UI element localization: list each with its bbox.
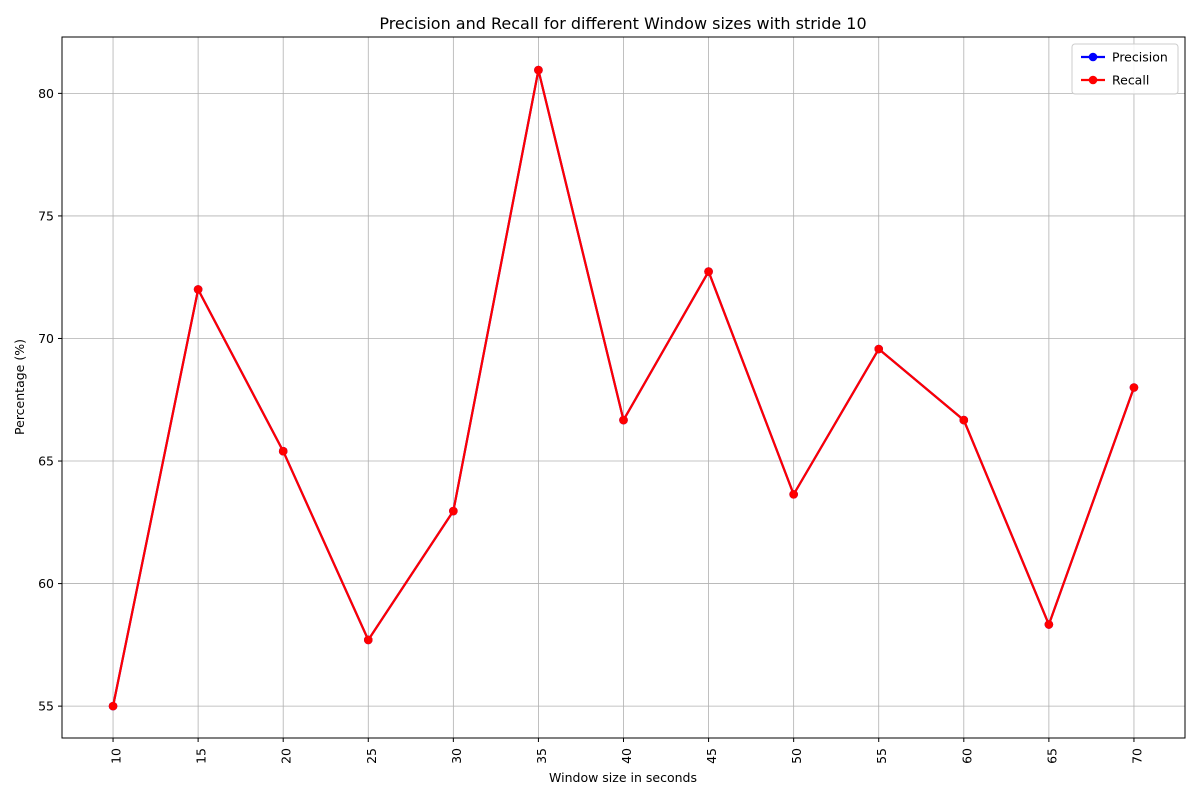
y-tick-label: 70 <box>38 331 54 346</box>
legend-swatch-marker <box>1088 75 1098 85</box>
legend: Precision Recall <box>1071 43 1179 95</box>
x-tick-label: 30 <box>449 748 464 764</box>
grid-lines <box>62 37 1185 738</box>
y-tick-label: 60 <box>38 576 54 591</box>
legend-swatch-marker <box>1088 52 1098 62</box>
data-point-recall <box>704 267 713 276</box>
x-tick-label: 70 <box>1129 748 1144 764</box>
x-tick-label: 10 <box>109 748 124 764</box>
x-tick-label: 40 <box>619 748 634 764</box>
x-tick-label: 35 <box>534 748 549 764</box>
series-layer <box>108 65 1139 711</box>
x-tick-label: 15 <box>194 748 209 764</box>
legend-entry-precision: Precision <box>1112 50 1168 65</box>
x-tick-label: 45 <box>704 748 719 764</box>
series-recall <box>108 65 1139 711</box>
y-tick-label: 65 <box>38 454 54 469</box>
data-point-recall <box>363 635 373 645</box>
x-tick-label: 25 <box>364 748 379 764</box>
data-point-recall <box>1044 620 1054 629</box>
legend-entry-recall: Recall <box>1112 73 1149 88</box>
x-tick-label: 65 <box>1044 748 1059 764</box>
y-tick-label: 75 <box>38 208 54 223</box>
data-point-recall <box>789 490 798 499</box>
data-point-recall <box>278 446 288 456</box>
data-point-recall <box>874 344 884 354</box>
chart-title: Precision and Recall for different Windo… <box>379 14 866 33</box>
data-point-recall <box>108 701 118 711</box>
data-point-recall <box>534 65 543 75</box>
y-axis-ticks: 55 60 65 70 75 80 <box>38 86 62 714</box>
x-tick-label: 50 <box>789 748 804 764</box>
x-tick-label: 55 <box>874 748 889 764</box>
y-tick-label: 55 <box>38 699 54 714</box>
data-point-recall <box>193 285 203 294</box>
x-tick-label: 20 <box>279 748 294 764</box>
data-point-recall <box>619 415 628 425</box>
x-axis-ticks: 10 15 20 25 30 35 40 45 50 55 60 65 70 <box>109 738 1144 764</box>
y-axis-label: Percentage (%) <box>12 339 27 435</box>
data-point-recall <box>449 506 458 516</box>
data-point-recall <box>959 415 969 425</box>
y-tick-label: 80 <box>38 86 54 101</box>
data-point-recall <box>1129 383 1139 392</box>
x-axis-label: Window size in seconds <box>549 770 697 785</box>
x-tick-label: 60 <box>959 748 974 764</box>
